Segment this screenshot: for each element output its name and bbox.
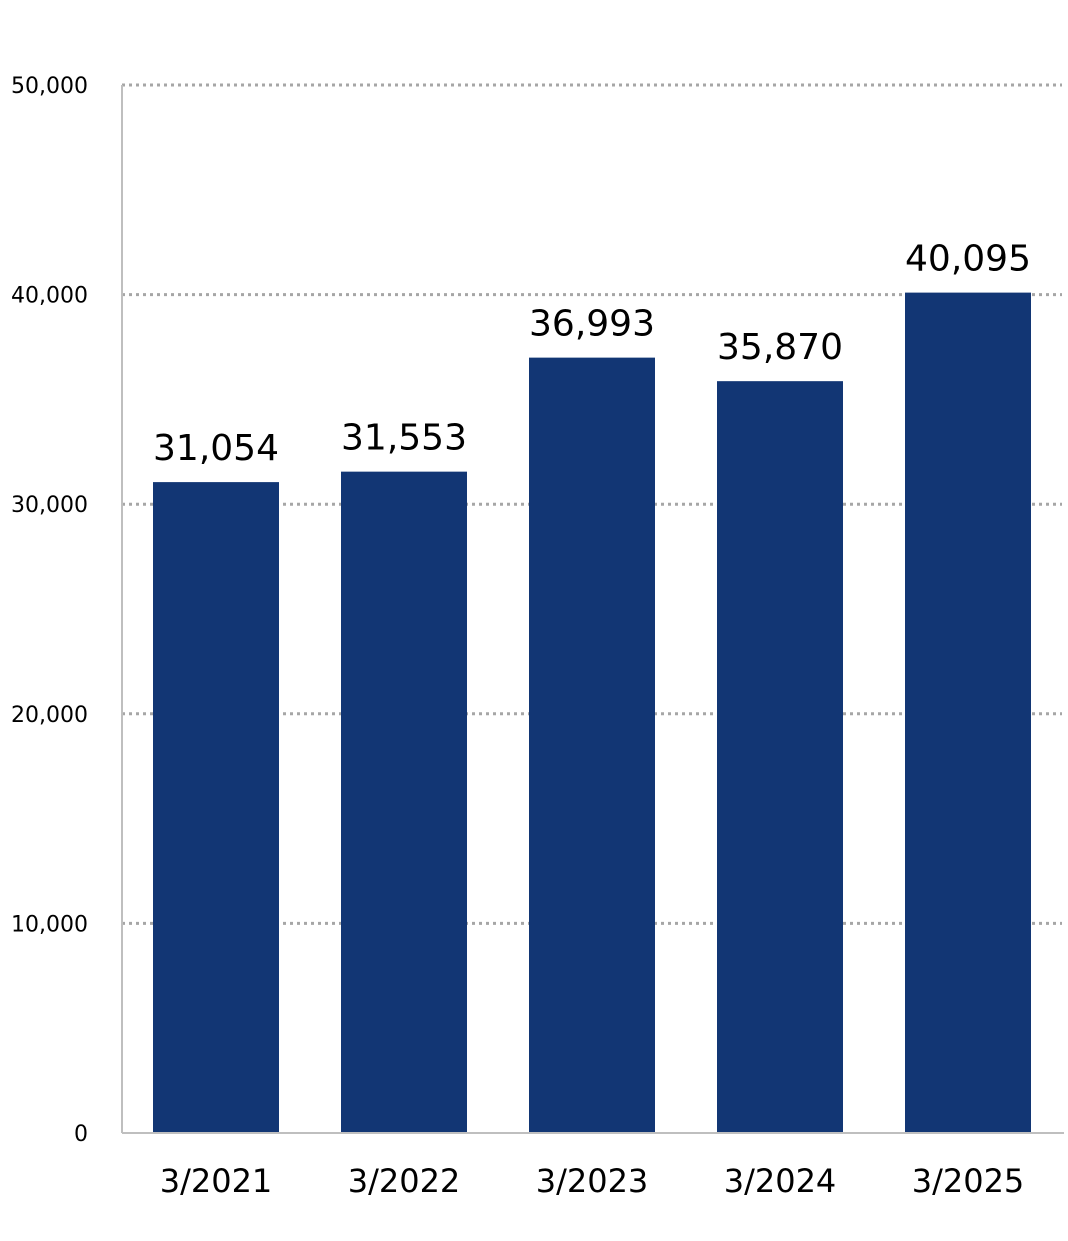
data-label: 36,993 [529, 304, 655, 345]
data-label: 40,095 [905, 239, 1031, 280]
x-axis-tick-labels: 3/2021 3/2022 3/2023 3/2024 3/2025 [160, 1162, 1025, 1200]
x-tick-label: 3/2025 [912, 1162, 1025, 1200]
y-tick-label: 0 [74, 1122, 88, 1147]
y-tick-label: 30,000 [11, 493, 88, 518]
bar [341, 471, 467, 1133]
x-tick-label: 3/2021 [160, 1162, 273, 1200]
data-label: 35,870 [717, 327, 843, 368]
bar [905, 292, 1031, 1134]
data-label: 31,553 [341, 418, 467, 459]
data-labels: 31,054 31,553 36,993 35,870 40,095 [153, 239, 1031, 469]
x-tick-label: 3/2022 [348, 1162, 461, 1200]
bar [529, 357, 655, 1133]
bars [153, 292, 1031, 1134]
x-tick-label: 3/2024 [724, 1162, 837, 1200]
axes [121, 85, 1064, 1134]
y-tick-label: 10,000 [11, 912, 88, 937]
x-tick-label: 3/2023 [536, 1162, 649, 1200]
y-axis-tick-labels: 0 10,000 20,000 30,000 40,000 50,000 [11, 74, 88, 1147]
y-tick-label: 40,000 [11, 284, 88, 309]
data-label: 31,054 [153, 428, 279, 469]
bar [153, 482, 279, 1133]
y-tick-label: 50,000 [11, 74, 88, 99]
bar [717, 381, 843, 1133]
y-tick-label: 20,000 [11, 703, 88, 728]
